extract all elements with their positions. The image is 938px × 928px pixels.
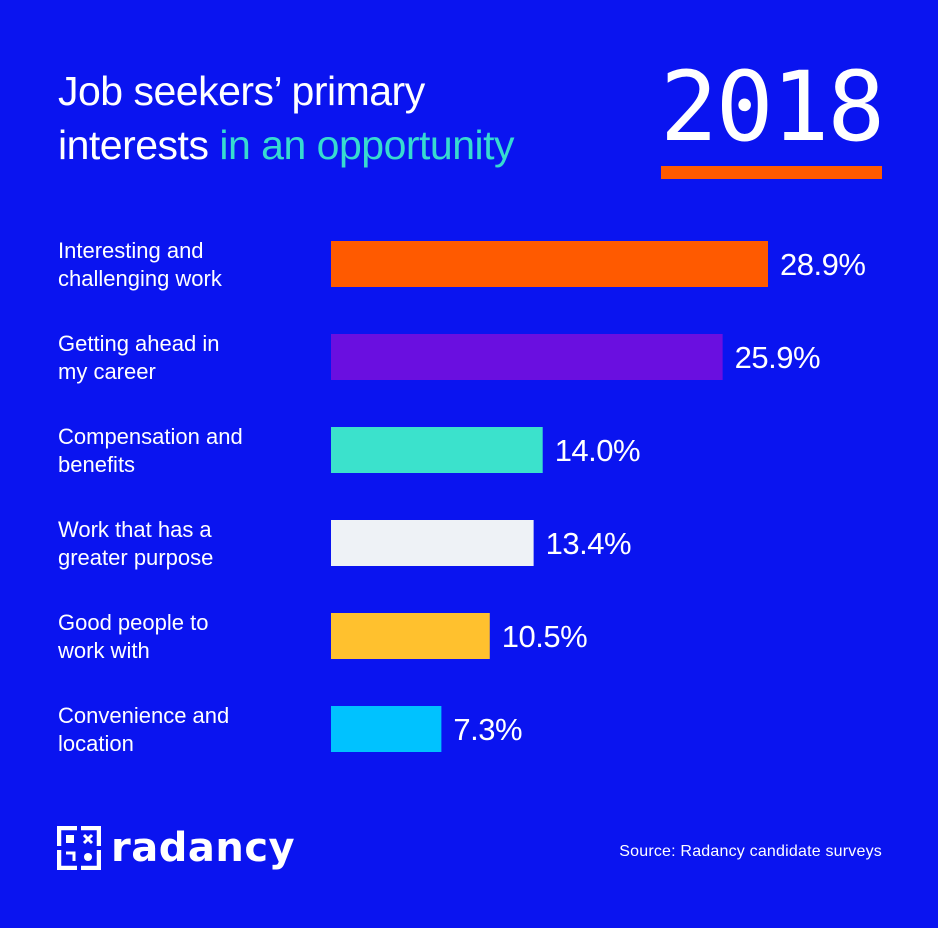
value-label: 10.5% (502, 619, 587, 654)
value-label: 14.0% (555, 433, 640, 468)
bar (331, 520, 534, 566)
brand-name: radancy (111, 825, 296, 871)
value-label: 13.4% (546, 526, 631, 561)
category-label: Interesting and (58, 238, 204, 263)
radancy-logo-icon (57, 826, 101, 870)
title-line-1: Job seekers’ primary (58, 68, 425, 114)
category-label: Good people to (58, 610, 208, 635)
title-accent: in an opportunity (219, 122, 515, 168)
brand-logo: radancy (57, 826, 295, 870)
bar (331, 241, 768, 287)
value-label: 28.9% (780, 247, 865, 282)
value-label: 25.9% (735, 340, 820, 375)
category-label: benefits (58, 452, 135, 477)
title-line-2: interests in an opportunity (58, 118, 515, 172)
bar (331, 427, 543, 473)
bar (331, 334, 723, 380)
chart-title: Job seekers’ primary interests in an opp… (58, 64, 515, 172)
bar (331, 613, 490, 659)
year-underline (661, 166, 882, 179)
category-label: work with (57, 638, 150, 663)
title-line-2-white: interests (58, 122, 209, 168)
category-label: Work that has a (58, 517, 212, 542)
category-label: my career (58, 359, 156, 384)
category-label: Getting ahead in (58, 331, 219, 356)
category-label: Convenience and (58, 703, 229, 728)
category-label: Compensation and (58, 424, 243, 449)
bar-chart: Interesting and challenging work 28.9% Gett… (57, 238, 866, 756)
bar (331, 706, 442, 752)
source-note: Source: Radancy candidate surveys (619, 843, 882, 860)
year-label: 2018 (660, 51, 885, 163)
category-label: location (58, 731, 134, 756)
category-label: challenging work (58, 266, 223, 291)
category-label: greater purpose (58, 545, 213, 570)
value-label: 7.3% (453, 712, 522, 747)
